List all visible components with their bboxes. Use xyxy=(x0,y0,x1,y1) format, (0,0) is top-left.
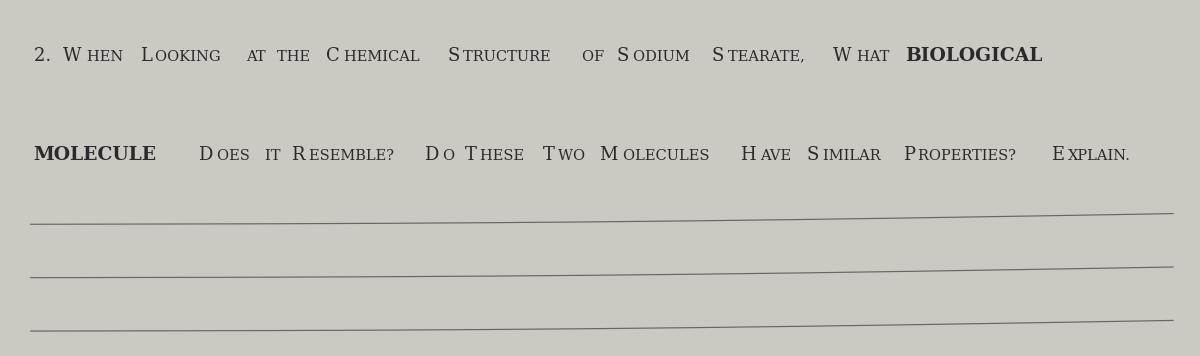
Text: E: E xyxy=(1051,146,1064,164)
Text: ODIUM: ODIUM xyxy=(632,49,694,63)
Text: S: S xyxy=(448,47,460,64)
Text: D: D xyxy=(198,146,212,164)
Text: TEARATE,: TEARATE, xyxy=(728,49,810,63)
Text: M: M xyxy=(599,146,618,164)
Text: P: P xyxy=(902,146,914,164)
Text: D: D xyxy=(425,146,439,164)
Text: O: O xyxy=(443,149,460,163)
Text: T: T xyxy=(464,146,476,164)
Text: T: T xyxy=(542,146,554,164)
Text: XPLAIN.: XPLAIN. xyxy=(1068,149,1130,163)
Text: L: L xyxy=(140,47,151,64)
Text: THE: THE xyxy=(277,49,314,63)
Text: OLECULES: OLECULES xyxy=(623,149,714,163)
Text: W: W xyxy=(833,47,852,64)
Text: WO: WO xyxy=(558,149,590,163)
Text: BIOLOGICAL: BIOLOGICAL xyxy=(905,47,1042,64)
Text: AVE: AVE xyxy=(761,149,797,163)
Text: ESEMBLE?: ESEMBLE? xyxy=(308,149,398,163)
Text: AT: AT xyxy=(246,49,270,63)
Text: TRUCTURE: TRUCTURE xyxy=(463,49,556,63)
Text: OES: OES xyxy=(217,149,254,163)
Text: HAT: HAT xyxy=(857,49,894,63)
Text: R: R xyxy=(292,146,305,164)
Text: C: C xyxy=(326,47,340,64)
Text: HEMICAL: HEMICAL xyxy=(343,49,424,63)
Text: S: S xyxy=(712,47,725,64)
Text: IMILAR: IMILAR xyxy=(823,149,884,163)
Text: 2.: 2. xyxy=(34,47,56,64)
Text: HESE: HESE xyxy=(480,149,529,163)
Text: W: W xyxy=(64,47,82,64)
Text: OF: OF xyxy=(582,49,610,63)
Text: OOKING: OOKING xyxy=(155,49,226,63)
Text: HEN: HEN xyxy=(88,49,128,63)
Text: MOLECULE: MOLECULE xyxy=(34,146,157,164)
Text: IT: IT xyxy=(265,149,286,163)
Text: H: H xyxy=(740,146,756,164)
Text: S: S xyxy=(617,47,629,64)
Text: S: S xyxy=(806,146,820,164)
Text: ROPERTIES?: ROPERTIES? xyxy=(918,149,1021,163)
